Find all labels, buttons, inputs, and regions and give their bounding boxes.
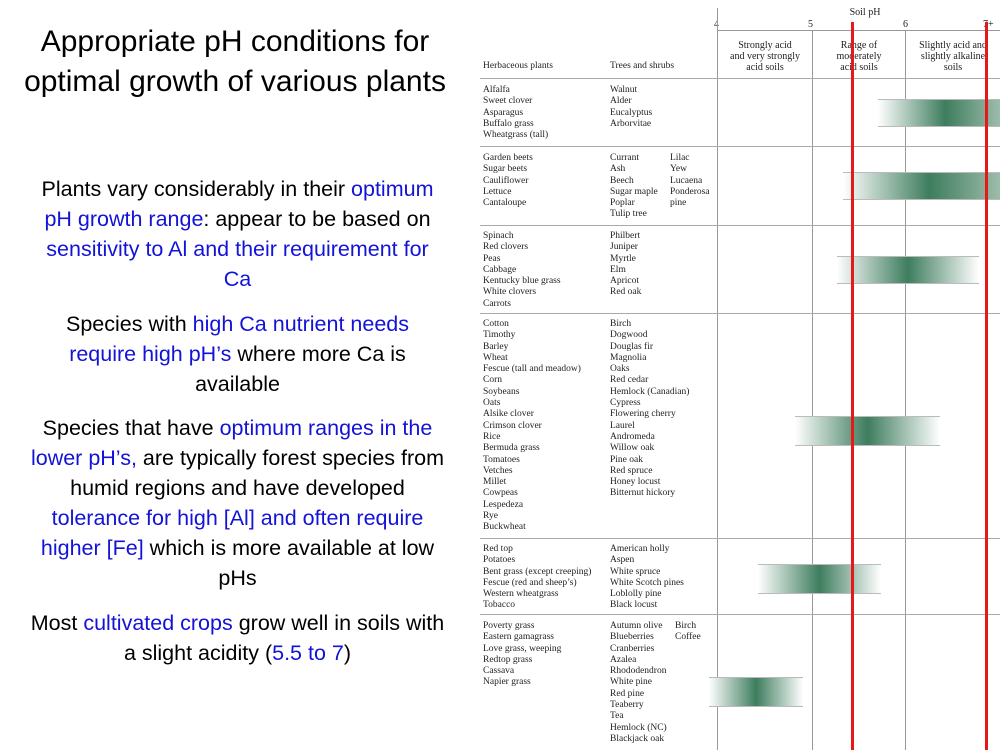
header-trees: Trees and shrubs (610, 61, 675, 71)
axis-line (717, 30, 1000, 31)
group-6-trees: Autumn olive Blueberries Cranberries Aza… (610, 621, 667, 744)
tick-label-7: 7+ (983, 19, 994, 30)
column-divider (905, 30, 906, 750)
range-bar-group-4 (795, 416, 940, 446)
group-1-trees: Walnut Alder Eucalyptus Arborvitae (610, 85, 653, 129)
group-3-trees: Philbert Juniper Myrtle Elm Apricot Red … (610, 231, 642, 298)
header-strong-acid: Strongly acid and very strongly acid soi… (730, 40, 800, 73)
group-rule (480, 225, 1000, 226)
group-2-trees-col2: Lilac Yew Lucaena Ponderosa pine (670, 153, 710, 209)
red-marker-line-5.5 (851, 22, 854, 750)
range-bar-group-5 (758, 564, 881, 594)
text-run: Plants vary considerably in their (41, 177, 352, 201)
text-run: which is more available at low pHs (143, 536, 435, 590)
group-1-herbaceous: Alfalfa Sweet clover Asparagus Buffalo g… (483, 85, 549, 141)
group-4-trees: Birch Dogwood Douglas fir Magnolia Oaks … (610, 319, 690, 499)
range-bar-group-6 (709, 677, 803, 707)
tick-label-5: 5 (808, 19, 813, 30)
column-divider (717, 8, 718, 750)
text-run: grow well in soils with a slight acidity… (123, 611, 445, 665)
highlight-run: high Ca nutrient needs require high pH’s (69, 312, 409, 366)
text-run: : appear to be based on (203, 207, 431, 231)
range-bar-group-1 (878, 99, 1000, 127)
paragraph-low-ph: Species that have optimum ranges in the … (30, 413, 445, 593)
header-rule (480, 78, 1000, 79)
red-marker-line-7 (985, 22, 988, 750)
highlight-run: cultivated crops (83, 611, 233, 635)
group-rule (480, 614, 1000, 615)
highlight-run: optimum pH growth range (44, 177, 434, 231)
highlight-run: sensitivity to Al and their requirement … (46, 237, 429, 291)
text-run: ) (343, 641, 352, 665)
group-3-herbaceous: Spinach Red clovers Peas Cabbage Kentuck… (483, 231, 561, 309)
axis-title: Soil pH (849, 7, 881, 18)
header-herbaceous: Herbaceous plants (483, 61, 553, 71)
text-run: where more Ca is available (195, 342, 406, 396)
highlight-run: optimum ranges in the lower pH’s, (30, 416, 433, 470)
group-rule (480, 313, 1000, 314)
column-divider (812, 30, 813, 750)
text-run: Species that have (42, 416, 220, 440)
group-5-herbaceous: Red top Potatoes Bent grass (except cree… (483, 544, 592, 611)
text-run: Most (30, 611, 84, 635)
tick-label-6: 6 (903, 19, 908, 30)
range-bar-group-3 (837, 256, 979, 284)
text-run: Species with (65, 312, 193, 336)
slide-title: Appropriate pH conditions for optimal gr… (24, 25, 446, 98)
tick-label-4: 4 (714, 19, 719, 30)
range-bar-group-2 (843, 172, 1000, 200)
text-run: are typically forest species from humid … (70, 446, 445, 500)
group-2-herbaceous: Garden beets Sugar beets Cauliflower Let… (483, 153, 533, 209)
group-5-trees: American holly Aspen White spruce White … (610, 544, 684, 611)
ph-range-figure: Soil pH 4 5 6 7+ Herbaceous plants Trees… (475, 0, 1000, 750)
group-rule (480, 146, 1000, 147)
group-4-herbaceous: Cotton Timothy Barley Wheat Fescue (tall… (483, 319, 581, 533)
group-6-trees-col2: Birch Coffee (675, 621, 701, 643)
paragraph-crops: Most cultivated crops grow well in soils… (30, 608, 445, 668)
paragraph-calcium: Species with high Ca nutrient needs requ… (30, 309, 445, 399)
group-rule (480, 538, 1000, 539)
header-slight-acid: Slightly acid and slightly alkaline soil… (919, 40, 987, 73)
header-moderate-acid: Range of moderately acid soils (836, 40, 882, 73)
highlight-run: tolerance for high [Al] and often requir… (40, 506, 424, 560)
group-2-trees: Currant Ash Beech Sugar maple Poplar Tul… (610, 153, 658, 220)
highlight-run: 5.5 to 7 (272, 641, 344, 665)
group-6-herbaceous: Poverty grass Eastern gamagrass Love gra… (483, 621, 562, 688)
text-panel: Appropriate pH conditions for optimal gr… (0, 0, 470, 750)
paragraph-ph-range: Plants vary considerably in their optimu… (30, 174, 445, 294)
